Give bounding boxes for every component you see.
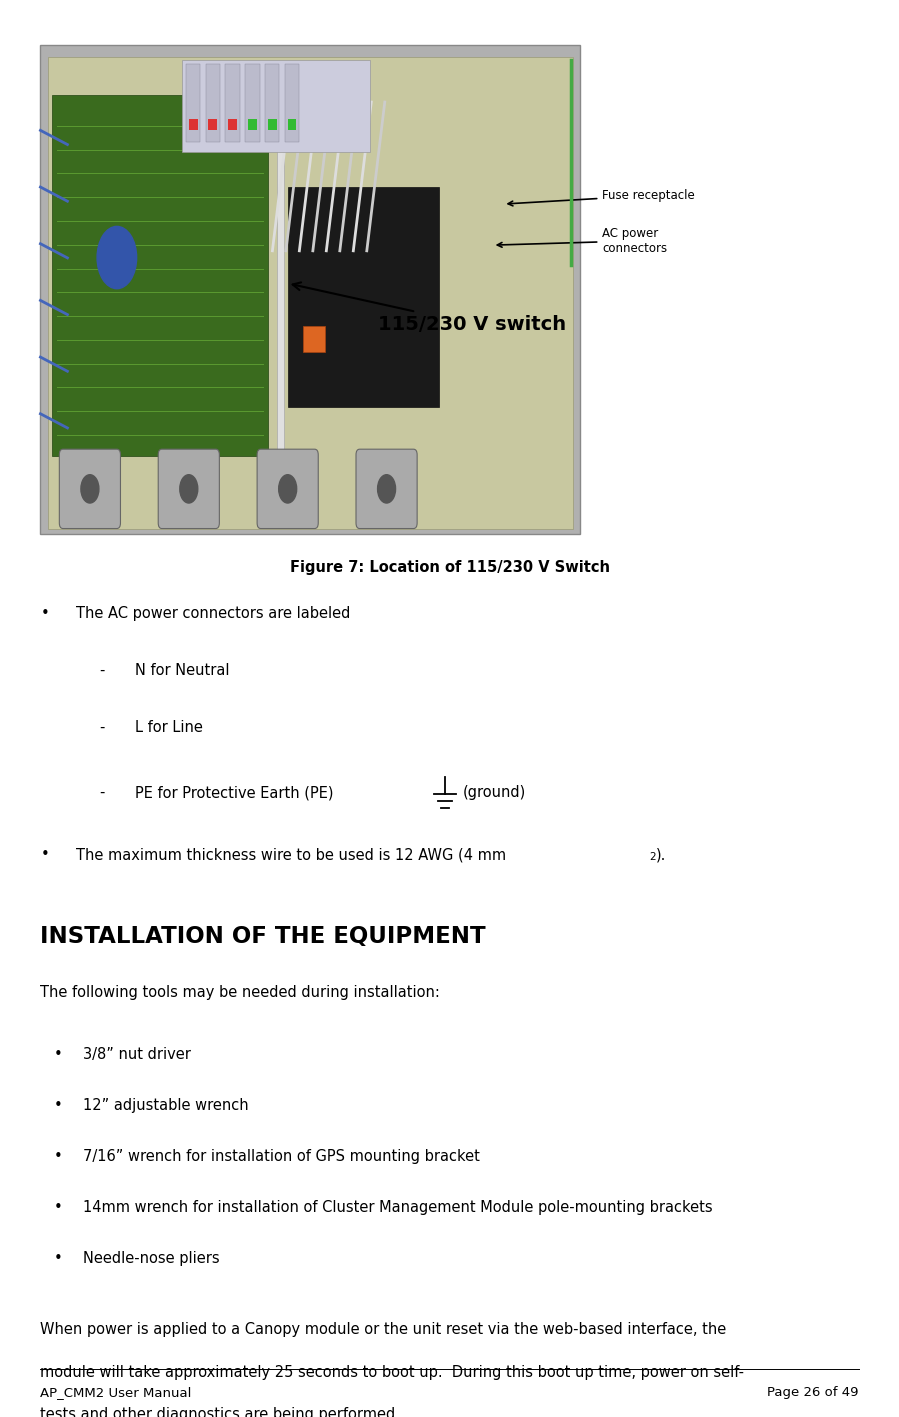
Bar bbox=[288, 119, 297, 130]
Text: 115/230 V switch: 115/230 V switch bbox=[293, 282, 565, 333]
Text: 12” adjustable wrench: 12” adjustable wrench bbox=[83, 1098, 248, 1114]
Circle shape bbox=[81, 475, 99, 503]
Text: ).: ). bbox=[656, 847, 667, 863]
Bar bbox=[40, 45, 580, 534]
Text: The AC power connectors are labeled: The AC power connectors are labeled bbox=[76, 606, 351, 622]
Text: -: - bbox=[99, 785, 104, 801]
Text: 2: 2 bbox=[649, 852, 655, 862]
Text: N for Neutral: N for Neutral bbox=[135, 663, 229, 679]
Bar bbox=[277, 95, 284, 456]
Bar bbox=[48, 57, 573, 529]
FancyBboxPatch shape bbox=[59, 449, 120, 529]
FancyBboxPatch shape bbox=[356, 449, 417, 529]
Text: •: • bbox=[54, 1200, 63, 1216]
Text: -: - bbox=[99, 720, 104, 735]
Text: •: • bbox=[40, 606, 49, 622]
Text: AP_CMM2 User Manual: AP_CMM2 User Manual bbox=[40, 1386, 191, 1399]
Bar bbox=[186, 64, 200, 142]
Bar bbox=[206, 64, 220, 142]
Text: •: • bbox=[54, 1047, 63, 1063]
Circle shape bbox=[97, 227, 137, 289]
Bar bbox=[248, 119, 257, 130]
Text: Figure 7: Location of 115/230 V Switch: Figure 7: Location of 115/230 V Switch bbox=[289, 560, 610, 575]
Bar bbox=[245, 64, 260, 142]
Text: Fuse receptacle: Fuse receptacle bbox=[508, 188, 695, 205]
Text: -: - bbox=[99, 663, 104, 679]
Text: •: • bbox=[54, 1149, 63, 1165]
Circle shape bbox=[180, 475, 198, 503]
Bar bbox=[228, 119, 237, 130]
Text: PE for Protective Earth (PE): PE for Protective Earth (PE) bbox=[135, 785, 334, 801]
Bar bbox=[182, 60, 370, 152]
Text: •: • bbox=[40, 847, 49, 863]
Bar bbox=[285, 64, 299, 142]
Bar bbox=[288, 187, 439, 407]
Circle shape bbox=[378, 475, 396, 503]
Bar bbox=[226, 64, 240, 142]
Circle shape bbox=[279, 475, 297, 503]
Bar bbox=[303, 326, 325, 351]
Text: AC power
connectors: AC power connectors bbox=[497, 227, 667, 255]
Text: tests and other diagnostics are being performed.: tests and other diagnostics are being pe… bbox=[40, 1407, 400, 1417]
Text: (ground): (ground) bbox=[463, 785, 526, 801]
Text: module will take approximately 25 seconds to boot up.  During this boot up time,: module will take approximately 25 second… bbox=[40, 1365, 744, 1380]
Bar bbox=[268, 119, 277, 130]
Bar bbox=[209, 119, 218, 130]
Text: The maximum thickness wire to be used is 12 AWG (4 mm: The maximum thickness wire to be used is… bbox=[76, 847, 506, 863]
FancyBboxPatch shape bbox=[158, 449, 219, 529]
Text: The following tools may be needed during installation:: The following tools may be needed during… bbox=[40, 985, 441, 1000]
FancyBboxPatch shape bbox=[257, 449, 318, 529]
Text: L for Line: L for Line bbox=[135, 720, 203, 735]
Text: Needle-nose pliers: Needle-nose pliers bbox=[83, 1251, 219, 1267]
Text: INSTALLATION OF THE EQUIPMENT: INSTALLATION OF THE EQUIPMENT bbox=[40, 925, 486, 948]
Text: •: • bbox=[54, 1098, 63, 1114]
Text: 3/8” nut driver: 3/8” nut driver bbox=[83, 1047, 191, 1063]
Text: Page 26 of 49: Page 26 of 49 bbox=[767, 1386, 859, 1399]
Text: 7/16” wrench for installation of GPS mounting bracket: 7/16” wrench for installation of GPS mou… bbox=[83, 1149, 479, 1165]
Text: •: • bbox=[54, 1251, 63, 1267]
Text: 14mm wrench for installation of Cluster Management Module pole-mounting brackets: 14mm wrench for installation of Cluster … bbox=[83, 1200, 712, 1216]
Bar bbox=[52, 95, 268, 456]
Bar bbox=[189, 119, 198, 130]
Text: When power is applied to a Canopy module or the unit reset via the web-based int: When power is applied to a Canopy module… bbox=[40, 1322, 726, 1338]
Bar bbox=[265, 64, 280, 142]
